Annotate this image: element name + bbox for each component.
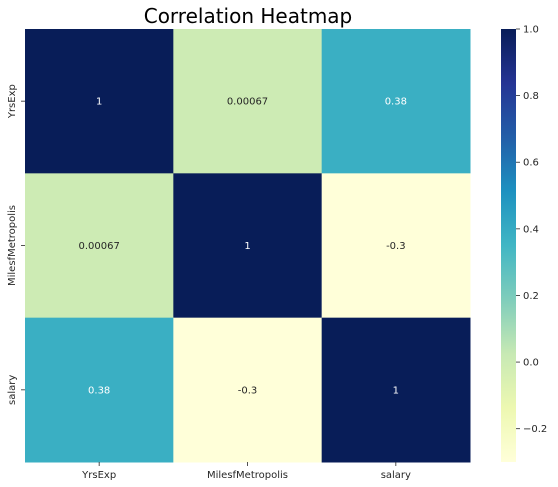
y-tick-label: MilesfMetropolis (7, 205, 18, 286)
heatmap-cells (25, 29, 471, 463)
colorbar-tick-label: 0.0 (523, 358, 539, 369)
x-tick-label: MilesfMetropolis (207, 470, 288, 481)
heatmap-cell (173, 29, 323, 174)
heatmap-cell (25, 317, 174, 463)
colorbar-tick-label: 0.4 (523, 224, 539, 235)
heatmap-cell (25, 173, 174, 319)
colorbar: 1.0 0.8 0.6 0.4 0.2 0.0 −0.2 (501, 25, 547, 462)
heatmap-cell (321, 29, 471, 174)
x-tick-label: YrsExp (81, 470, 116, 481)
heatmap-cell (173, 173, 323, 319)
colorbar-tick-label: 1.0 (523, 25, 539, 36)
colorbar-tick-label: 0.8 (523, 91, 539, 102)
cell-annotation: 0.00067 (227, 97, 268, 108)
cell-annotation: -0.3 (386, 241, 406, 252)
x-tick-label: salary (381, 470, 411, 481)
cell-annotation: 0.38 (88, 385, 110, 396)
cell-annotation: -0.3 (238, 385, 258, 396)
heatmap-cell (173, 317, 323, 463)
colorbar-tick-label: 0.6 (523, 158, 539, 169)
cell-annotation: 1 (393, 385, 399, 396)
chart-title: Correlation Heatmap (144, 4, 353, 28)
cell-annotation: 1 (96, 97, 102, 108)
cell-annotations: 1 0.00067 0.38 0.00067 1 -0.3 0.38 -0.3 1 (78, 97, 406, 397)
colorbar-tick-label: 0.2 (523, 291, 539, 302)
colorbar-ticks: 1.0 0.8 0.6 0.4 0.2 0.0 −0.2 (516, 25, 547, 435)
cell-annotation: 0.00067 (78, 241, 119, 252)
colorbar-tick-label: −0.2 (523, 424, 547, 435)
x-axis-ticks: YrsExp MilesfMetropolis salary (81, 462, 411, 481)
y-tick-label: YrsExp (7, 84, 18, 119)
y-axis-ticks: YrsExp MilesfMetropolis salary (7, 84, 25, 405)
cell-annotation: 1 (244, 241, 250, 252)
colorbar-gradient (501, 29, 516, 462)
cell-annotation: 0.38 (385, 97, 407, 108)
heatmap-cell (25, 29, 174, 174)
heatmap-cell (321, 317, 471, 463)
y-tick-label: salary (7, 375, 18, 405)
heatmap-cell (321, 173, 471, 319)
